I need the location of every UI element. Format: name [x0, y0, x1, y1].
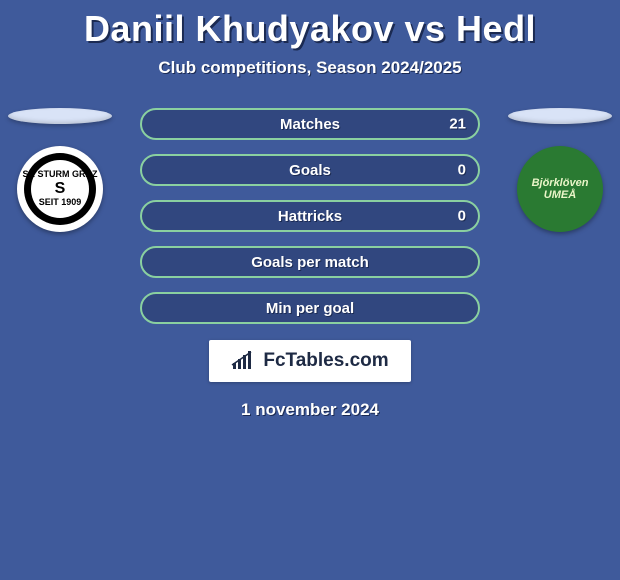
- stat-right-value: 21: [449, 116, 466, 133]
- stats-area: SK STURM GRAZ S SEIT 1909 Björklöven UME…: [0, 108, 620, 324]
- club-name-left: SK STURM GRAZ: [23, 169, 98, 179]
- watermark-badge: FcTables.com: [209, 340, 410, 382]
- avatar-placeholder-left: [8, 108, 112, 124]
- club-logo-right: Björklöven UMEÅ: [517, 146, 603, 232]
- stat-label: Hattricks: [278, 208, 342, 225]
- club-initial-left: S: [55, 180, 66, 197]
- stat-row-goals: Goals 0: [140, 154, 480, 186]
- avatar-placeholder-right: [508, 108, 612, 124]
- date-label: 1 november 2024: [241, 400, 379, 420]
- bar-chart-icon: [231, 351, 255, 371]
- stat-label: Goals per match: [251, 254, 369, 271]
- club-logo-left-text: SK STURM GRAZ S SEIT 1909: [23, 170, 98, 207]
- page-subtitle: Club competitions, Season 2024/2025: [0, 58, 620, 78]
- page-title: Daniil Khudyakov vs Hedl: [0, 8, 620, 50]
- club-name-right: Björklöven UMEÅ: [517, 173, 603, 205]
- watermark-text: FcTables.com: [263, 350, 388, 372]
- stat-row-min-per-goal: Min per goal: [140, 292, 480, 324]
- player-left-column: SK STURM GRAZ S SEIT 1909: [0, 108, 120, 232]
- stat-label: Matches: [280, 116, 340, 133]
- stat-row-goals-per-match: Goals per match: [140, 246, 480, 278]
- club-logo-left: SK STURM GRAZ S SEIT 1909: [17, 146, 103, 232]
- player-right-column: Björklöven UMEÅ: [500, 108, 620, 232]
- stat-row-matches: Matches 21: [140, 108, 480, 140]
- stat-bars: Matches 21 Goals 0 Hattricks 0 Goals per…: [140, 108, 480, 324]
- stat-label: Min per goal: [266, 300, 354, 317]
- stat-label: Goals: [289, 162, 331, 179]
- stat-right-value: 0: [458, 208, 466, 225]
- stat-right-value: 0: [458, 162, 466, 179]
- club-since-left: SEIT 1909: [39, 197, 82, 207]
- comparison-card: Daniil Khudyakov vs Hedl Club competitio…: [0, 0, 620, 580]
- stat-row-hattricks: Hattricks 0: [140, 200, 480, 232]
